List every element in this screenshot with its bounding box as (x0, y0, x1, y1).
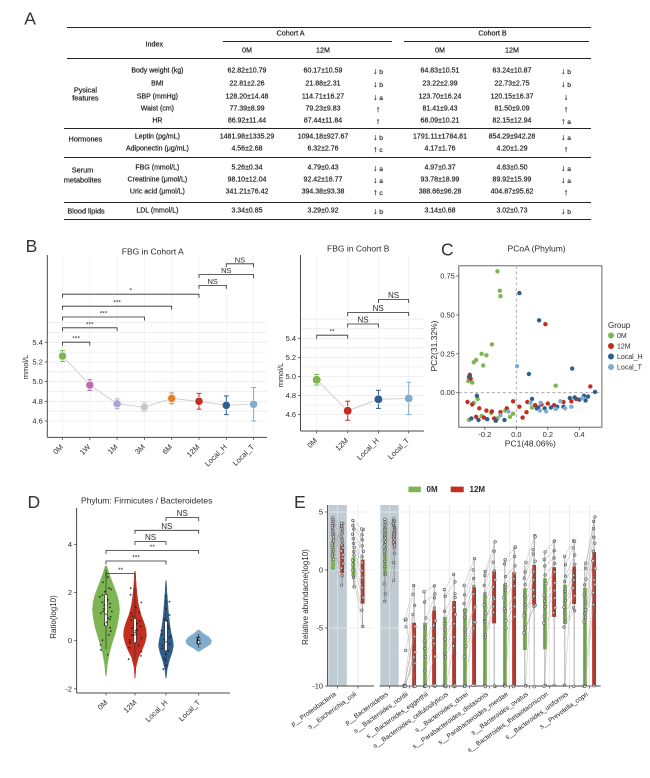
svg-text:mmol/L: mmol/L (276, 363, 285, 388)
svg-text:Ratio(log10): Ratio(log10) (49, 595, 58, 639)
svg-text:NS: NS (221, 266, 231, 275)
svg-text:*: * (130, 288, 133, 295)
svg-text:0.4: 0.4 (574, 430, 584, 439)
svg-text:C: C (441, 240, 454, 260)
svg-text:NS: NS (373, 304, 384, 313)
svg-text:3M: 3M (133, 442, 147, 456)
svg-text:D: D (28, 492, 41, 512)
svg-text:Local_H: Local_H (144, 698, 170, 724)
svg-text:***: *** (132, 555, 140, 562)
svg-text:0M: 0M (427, 485, 438, 494)
svg-text:E: E (294, 492, 306, 512)
svg-text:0.50: 0.50 (440, 310, 455, 319)
svg-text:***: *** (86, 321, 94, 328)
svg-text:NS: NS (235, 255, 245, 264)
svg-text:mmol/L: mmol/L (21, 355, 30, 380)
svg-text:FBG in Cohort A: FBG in Cohort A (122, 247, 184, 257)
svg-text:NS: NS (388, 291, 399, 300)
svg-text:***: *** (113, 300, 121, 307)
svg-text:12M: 12M (122, 698, 139, 715)
svg-text:4: 4 (68, 540, 72, 549)
svg-text:**: ** (150, 544, 156, 551)
svg-text:-0.2: -0.2 (478, 430, 491, 439)
svg-text:-10: -10 (312, 682, 323, 691)
svg-text:5: 5 (319, 508, 323, 517)
svg-text:12M: 12M (333, 436, 350, 453)
svg-text:Group: Group (608, 321, 631, 330)
svg-text:Local_T: Local_T (231, 442, 257, 468)
svg-text:5.2: 5.2 (286, 353, 296, 362)
svg-text:5.4: 5.4 (32, 338, 42, 347)
svg-text:0.25: 0.25 (440, 349, 455, 358)
svg-text:Local_T: Local_T (386, 436, 412, 462)
svg-text:NS: NS (207, 277, 217, 286)
svg-text:NS: NS (145, 533, 156, 542)
svg-text:NS: NS (357, 316, 368, 325)
svg-text:Local_T: Local_T (177, 698, 203, 724)
svg-text:5.0: 5.0 (286, 372, 296, 381)
svg-text:5.0: 5.0 (32, 377, 42, 386)
svg-text:0M: 0M (305, 436, 319, 450)
svg-text:PCoA (Phylum): PCoA (Phylum) (508, 244, 566, 254)
svg-text:0: 0 (68, 636, 72, 645)
svg-text:0.0: 0.0 (511, 430, 521, 439)
svg-text:***: *** (100, 311, 108, 318)
svg-text:**: ** (330, 329, 336, 336)
svg-text:PC1(48.06%): PC1(48.06%) (505, 439, 556, 449)
svg-text:NS: NS (161, 522, 172, 531)
svg-text:1M: 1M (106, 442, 120, 456)
svg-text:Local_H: Local_H (355, 436, 381, 462)
svg-text:12M: 12M (470, 485, 486, 494)
svg-text:0M: 0M (617, 333, 627, 340)
svg-text:***: *** (72, 336, 80, 343)
svg-text:-5: -5 (316, 624, 323, 633)
svg-text:1W: 1W (78, 442, 93, 457)
svg-text:Local_H: Local_H (617, 354, 643, 361)
svg-text:B: B (26, 236, 38, 256)
svg-text:PC2(31.32%): PC2(31.32%) (429, 320, 439, 371)
svg-text:0.2: 0.2 (543, 430, 553, 439)
svg-text:0M: 0M (51, 442, 65, 456)
svg-text:Local_H: Local_H (203, 442, 229, 468)
svg-text:4.8: 4.8 (32, 397, 42, 406)
svg-text:A: A (24, 9, 36, 29)
svg-text:**: ** (118, 567, 124, 574)
svg-text:0: 0 (319, 566, 323, 575)
svg-text:5.4: 5.4 (286, 334, 296, 343)
svg-text:4.6: 4.6 (286, 410, 296, 419)
svg-text:12M: 12M (617, 344, 631, 351)
svg-text:6M: 6M (160, 442, 174, 456)
svg-text:4.6: 4.6 (32, 417, 42, 426)
svg-text:12M: 12M (185, 442, 202, 459)
svg-text:FBG in Cohort B: FBG in Cohort B (327, 244, 390, 254)
svg-text:4.8: 4.8 (286, 391, 296, 400)
svg-text:0.00: 0.00 (440, 388, 455, 397)
svg-text:5.2: 5.2 (32, 358, 42, 367)
svg-text:2: 2 (68, 588, 72, 597)
svg-text:Relative abundacne(log10): Relative abundacne(log10) (301, 549, 310, 645)
svg-text:0M: 0M (96, 698, 110, 712)
svg-text:-2: -2 (65, 684, 72, 693)
svg-text:Phylum: Firmicutes / Bacteroid: Phylum: Firmicutes / Bacteroidetes (81, 496, 212, 506)
svg-text:Local_T: Local_T (617, 365, 643, 372)
svg-text:0.75: 0.75 (440, 271, 455, 280)
svg-text:NS: NS (177, 509, 188, 518)
